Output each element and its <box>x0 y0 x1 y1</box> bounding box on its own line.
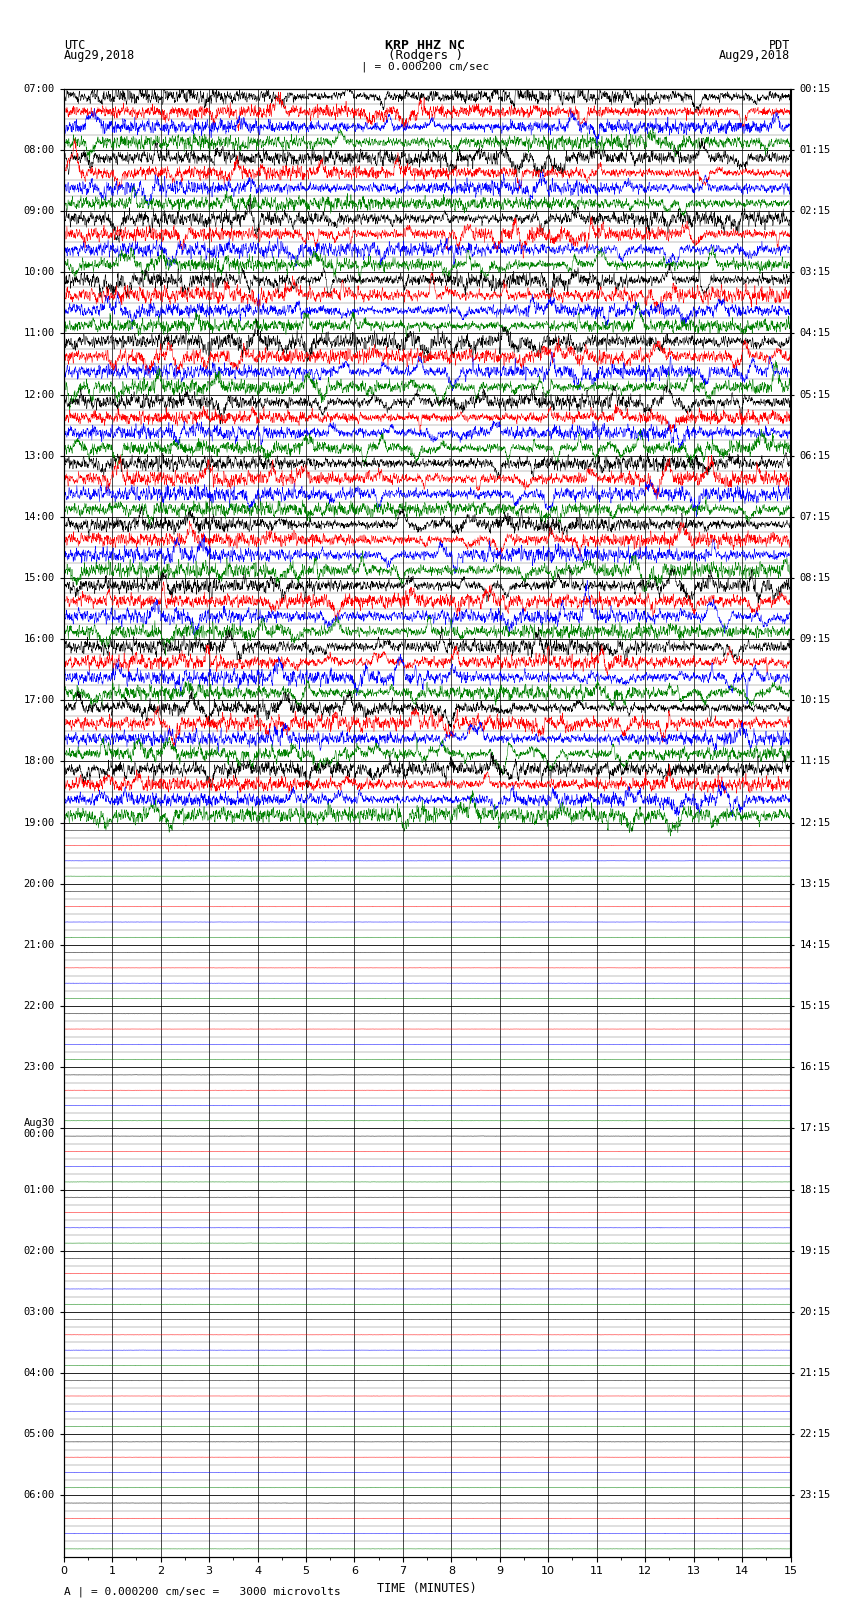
Text: UTC: UTC <box>64 39 85 52</box>
Text: Aug29,2018: Aug29,2018 <box>719 48 791 63</box>
Text: (Rodgers ): (Rodgers ) <box>388 48 462 63</box>
Text: A | = 0.000200 cm/sec =   3000 microvolts: A | = 0.000200 cm/sec = 3000 microvolts <box>64 1586 341 1597</box>
Text: Aug29,2018: Aug29,2018 <box>64 48 135 63</box>
Text: | = 0.000200 cm/sec: | = 0.000200 cm/sec <box>361 61 489 71</box>
Text: KRP HHZ NC: KRP HHZ NC <box>385 39 465 52</box>
X-axis label: TIME (MINUTES): TIME (MINUTES) <box>377 1582 477 1595</box>
Text: PDT: PDT <box>769 39 790 52</box>
